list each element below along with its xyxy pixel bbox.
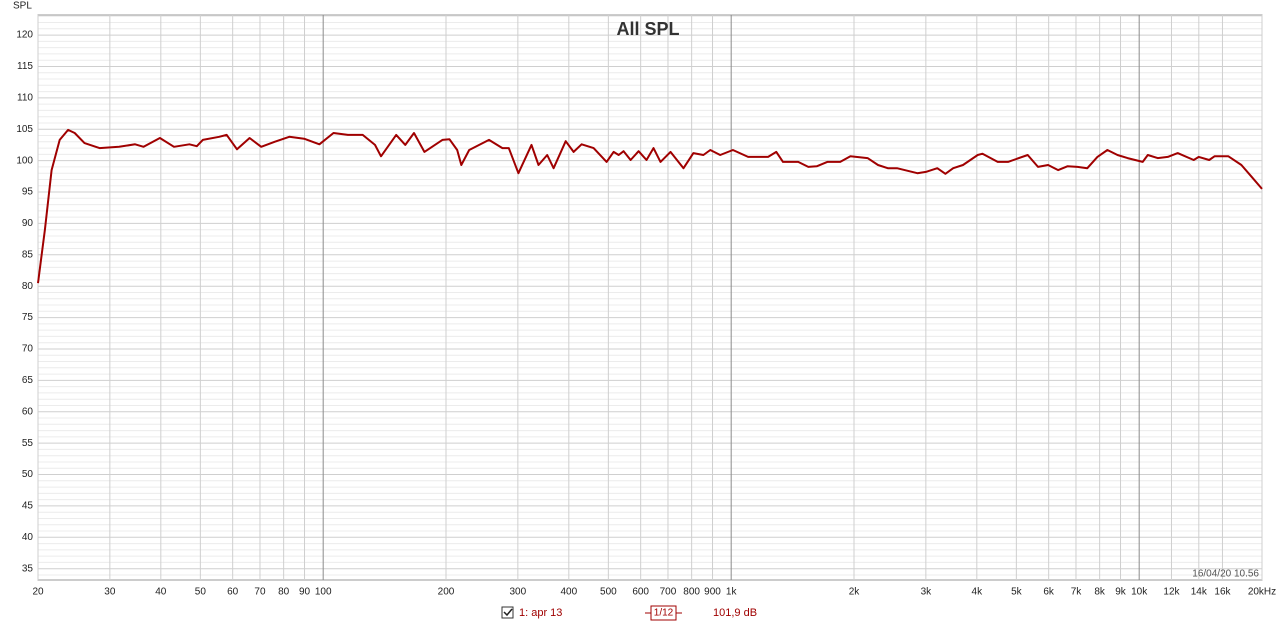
- check-mark: [503, 608, 513, 617]
- x-tick-label: 600: [632, 587, 649, 598]
- x-tick-label: 20kHz: [1248, 587, 1276, 598]
- y-tick-label: 40: [22, 532, 34, 543]
- x-tick-label: 500: [600, 587, 617, 598]
- x-tick-label: 40: [155, 587, 167, 598]
- x-tick-label: 10k: [1131, 587, 1148, 598]
- x-tick-label: 200: [438, 587, 455, 598]
- y-tick-label: 120: [16, 30, 33, 41]
- cursor-value: 101,9 dB: [713, 607, 757, 619]
- x-tick-label: 300: [510, 587, 527, 598]
- y-tick-label: 60: [22, 406, 34, 417]
- y-tick-label: 45: [22, 501, 34, 512]
- x-tick-label: 2k: [849, 587, 861, 598]
- x-tick-label: 14k: [1191, 587, 1208, 598]
- x-tick-label: 70: [254, 587, 266, 598]
- x-tick-label: 700: [660, 587, 677, 598]
- timestamp: 16/04/20 10.56: [1192, 569, 1259, 580]
- x-tick-label: 900: [704, 587, 721, 598]
- x-tick-label: 9k: [1115, 587, 1127, 598]
- smoothing-box[interactable]: [650, 605, 677, 621]
- y-tick-label: 65: [22, 375, 34, 386]
- y-tick-label: 75: [22, 312, 34, 323]
- x-tick-label: 30: [104, 587, 116, 598]
- x-tick-label: 60: [227, 587, 239, 598]
- y-tick-label: 70: [22, 344, 34, 355]
- x-tick-label: 4k: [972, 587, 984, 598]
- x-tick-label: 90: [299, 587, 311, 598]
- x-tick-label: 16k: [1214, 587, 1231, 598]
- smoothing-label: 1/12: [654, 608, 674, 619]
- y-tick-label: 80: [22, 281, 34, 292]
- x-tick-label: 7k: [1071, 587, 1083, 598]
- x-tick-label: 8k: [1094, 587, 1106, 598]
- y-tick-label: 85: [22, 249, 34, 260]
- y-tick-label: 105: [16, 124, 33, 135]
- x-tick-label: 6k: [1043, 587, 1055, 598]
- x-tick-label: 20: [32, 587, 44, 598]
- x-tick-label: 3k: [921, 587, 933, 598]
- grid: [37, 15, 1263, 580]
- y-tick-label: 50: [22, 469, 34, 480]
- x-tick-label: 800: [683, 587, 700, 598]
- y-tick-label: 35: [22, 563, 34, 574]
- y-tick-label: 95: [22, 187, 34, 198]
- series-checkbox[interactable]: [501, 606, 514, 619]
- y-tick-label: 115: [17, 61, 33, 72]
- y-axis-label: SPL: [13, 1, 32, 12]
- chart-title: All SPL: [616, 19, 679, 39]
- x-tick-label: 5k: [1011, 587, 1023, 598]
- y-tick-label: 90: [22, 218, 34, 229]
- x-tick-label: 400: [560, 587, 577, 598]
- x-tick-label: 80: [278, 587, 290, 598]
- series-line: [37, 128, 1263, 284]
- x-tick-label: 100: [315, 587, 332, 598]
- y-tick-label: 110: [17, 93, 33, 104]
- y-tick-label: 100: [16, 155, 33, 166]
- x-tick-label: 50: [195, 587, 207, 598]
- x-tick-label: 1k: [726, 587, 738, 598]
- x-tick-label: 12k: [1163, 587, 1180, 598]
- y-tick-label: 55: [22, 438, 34, 449]
- plot-area: [37, 14, 1263, 581]
- legend-label: 1: apr 13: [519, 607, 562, 619]
